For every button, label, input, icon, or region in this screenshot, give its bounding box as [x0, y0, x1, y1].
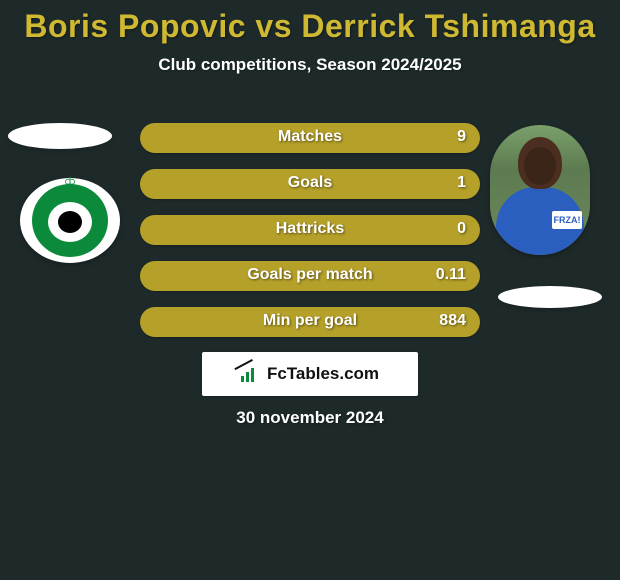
stat-row-goals: Goals 1: [140, 169, 480, 199]
stat-label: Matches: [140, 128, 480, 146]
brand-chart-icon: [241, 366, 261, 382]
stat-row-goals-per-match: Goals per match 0.11: [140, 261, 480, 291]
club-logo-left: ♔: [20, 178, 120, 263]
stat-value: 0: [457, 220, 466, 238]
jersey-sponsor: FRZA!: [552, 211, 582, 229]
footer-date: 30 november 2024: [0, 408, 620, 428]
comparison-card: Boris Popovic vs Derrick Tshimanga Club …: [0, 0, 620, 580]
stat-row-matches: Matches 9: [140, 123, 480, 153]
season-subtitle: Club competitions, Season 2024/2025: [0, 55, 620, 75]
club-logo-right-placeholder: [498, 286, 602, 308]
stat-value: 9: [457, 128, 466, 146]
brand-text: FcTables.com: [267, 364, 379, 384]
brand-box: FcTables.com: [202, 352, 418, 396]
player-right-photo: FRZA!: [490, 125, 590, 255]
stat-rows: Matches 9 Goals 1 Hattricks 0 Goals per …: [140, 123, 480, 353]
stat-label: Min per goal: [140, 312, 480, 330]
stat-value: 0.11: [436, 266, 466, 284]
stat-value: 884: [439, 312, 466, 330]
page-title: Boris Popovic vs Derrick Tshimanga: [0, 0, 620, 45]
stat-label: Goals per match: [140, 266, 480, 284]
stat-row-hattricks: Hattricks 0: [140, 215, 480, 245]
stat-label: Hattricks: [140, 220, 480, 238]
stat-value: 1: [457, 174, 466, 192]
crown-icon: ♔: [58, 176, 82, 188]
stat-row-min-per-goal: Min per goal 884: [140, 307, 480, 337]
player-left-placeholder: [8, 123, 112, 149]
stat-label: Goals: [140, 174, 480, 192]
